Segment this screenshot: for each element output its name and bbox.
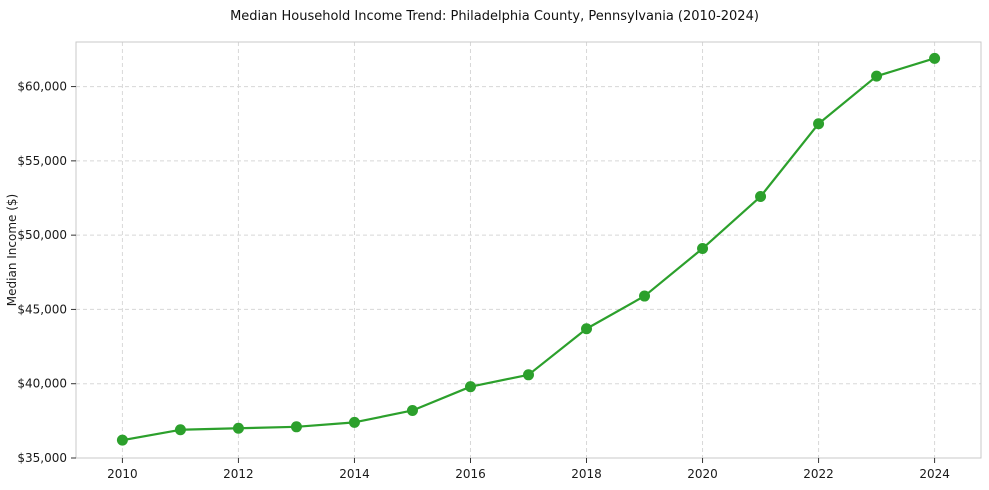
y-tick-label: $40,000: [17, 377, 67, 391]
x-tick-label: 2010: [107, 467, 138, 481]
chart-title: Median Household Income Trend: Philadelp…: [230, 9, 759, 24]
x-tick-label: 2018: [571, 467, 602, 481]
y-tick-label: $50,000: [17, 228, 67, 242]
data-point-marker: [523, 369, 534, 381]
x-tick-label: 2012: [223, 467, 254, 481]
y-tick-label: $60,000: [17, 80, 67, 94]
plot-border: [75, 41, 982, 459]
plot-area: [76, 42, 981, 458]
data-point-marker: [406, 404, 418, 416]
data-point-marker: [813, 118, 825, 130]
x-tick-label: 2014: [339, 467, 370, 481]
data-point-marker: [755, 191, 767, 203]
x-tick-label: 2020: [687, 467, 718, 481]
y-tick-label: $35,000: [17, 451, 67, 465]
data-point-marker: [232, 422, 244, 434]
y-axis-label: Median Income ($): [5, 194, 19, 306]
data-point-marker: [464, 381, 476, 393]
data-point-marker: [174, 424, 186, 436]
x-tick-label: 2024: [919, 467, 950, 481]
y-tick-label: $55,000: [17, 154, 67, 168]
data-point-marker: [697, 243, 709, 255]
data-point-marker: [639, 290, 651, 302]
data-point-marker: [290, 421, 302, 433]
data-point-marker: [116, 434, 128, 446]
y-tick-label: $45,000: [17, 302, 67, 316]
x-tick-label: 2022: [803, 467, 834, 481]
data-point-marker: [348, 416, 360, 428]
data-point-marker: [871, 70, 883, 82]
data-point-marker: [929, 52, 941, 64]
data-point-marker: [581, 323, 593, 335]
x-tick-label: 2016: [455, 467, 486, 481]
